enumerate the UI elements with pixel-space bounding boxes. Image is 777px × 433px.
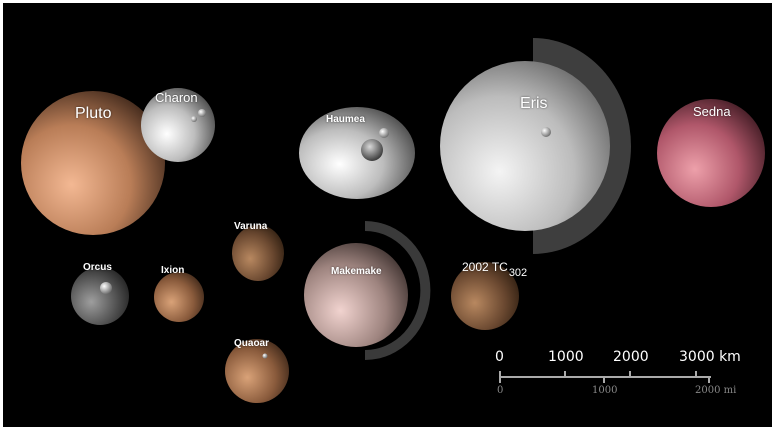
bodies-drawing: [21, 38, 765, 403]
ixion-disc: [154, 272, 204, 322]
charon-moon: [198, 109, 206, 117]
orcus-disc: [71, 267, 129, 325]
haumea-moon-large: [361, 139, 383, 161]
orcus-moon: [100, 282, 112, 294]
tc302-disc: [451, 262, 519, 330]
quaoar-disc: [225, 339, 289, 403]
label-2002-tc302-main: 2002 TC: [462, 260, 508, 274]
eris-disc: [440, 61, 610, 231]
label-charon: Charon: [155, 90, 198, 105]
label-pluto: Pluto: [75, 105, 112, 122]
scale-km-3000: 3000 km: [679, 349, 741, 365]
scale-mi-0: 0: [497, 385, 504, 396]
varuna-disc: [232, 225, 284, 281]
label-ixion: Ixion: [161, 265, 185, 276]
label-sedna: Sedna: [693, 104, 731, 119]
makemake-disc: [304, 243, 408, 347]
label-haumea: Haumea: [326, 114, 365, 125]
scale-mi-2000: 2000 mi: [695, 385, 737, 396]
eris-moon: [541, 127, 551, 137]
charon-disc: [141, 88, 215, 162]
label-2002-tc302-subscript: 302: [508, 267, 528, 279]
haumea-moon-small: [379, 128, 389, 138]
label-varuna: Varuna: [234, 221, 268, 232]
diagram-canvas: Pluto Charon Haumea Eris Sedna Orcus Ixi…: [3, 3, 772, 427]
scale-km-1000: 1000: [548, 349, 584, 365]
scale-mi-1000: 1000: [592, 385, 618, 396]
scale-bar: [499, 371, 711, 383]
label-2002-tc302: 2002 TC302: [462, 258, 528, 279]
scale-km-2000: 2000: [613, 349, 649, 365]
sedna-disc: [657, 99, 765, 207]
charon-moon-small: [191, 116, 197, 122]
label-eris: Eris: [520, 95, 548, 112]
label-orcus: Orcus: [83, 262, 112, 273]
quaoar-moon: [262, 353, 268, 359]
label-makemake: Makemake: [331, 266, 382, 277]
makemake-orbit-shadow: [365, 221, 431, 360]
scale-km-0: 0: [495, 349, 504, 365]
pluto-disc: [21, 91, 165, 235]
label-quaoar: Quaoar: [234, 338, 270, 349]
